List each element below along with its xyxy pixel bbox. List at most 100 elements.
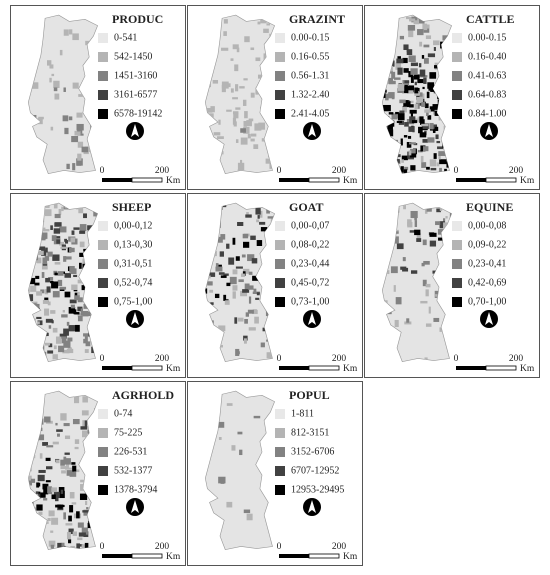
region [219, 251, 224, 257]
region [36, 250, 44, 256]
legend-label: 2.41-4.05 [291, 108, 329, 119]
region [240, 128, 246, 133]
region [443, 222, 449, 229]
region [439, 327, 444, 332]
region [64, 273, 72, 278]
region [50, 126, 54, 131]
region [260, 17, 267, 24]
region [409, 230, 415, 233]
region [410, 113, 413, 120]
region [427, 115, 432, 120]
region [422, 139, 429, 143]
region [397, 113, 405, 121]
region [224, 300, 230, 305]
region [431, 124, 437, 130]
legend-swatch [275, 240, 285, 250]
region [410, 150, 417, 158]
region [406, 49, 412, 53]
region [255, 208, 261, 215]
region [46, 286, 51, 293]
region [245, 312, 249, 317]
map-panel: EQUINE 0,00-0,08 0,09-0,22 0,23-0,41 0,42-0,… [364, 193, 540, 378]
region [404, 85, 408, 91]
region [72, 33, 79, 41]
region [430, 86, 436, 92]
region [223, 31, 227, 36]
region [83, 213, 87, 219]
region [58, 505, 63, 509]
region [399, 110, 405, 114]
legend-label: 6707-12952 [291, 465, 339, 476]
legend-swatch [452, 278, 462, 288]
region [68, 528, 74, 535]
region [28, 294, 34, 302]
region [64, 238, 68, 242]
scale-bar [131, 365, 163, 371]
region [421, 262, 425, 267]
region [253, 144, 259, 149]
region [420, 155, 424, 163]
region [83, 333, 89, 337]
region [44, 289, 49, 295]
region [59, 490, 65, 499]
region [232, 269, 238, 275]
region [429, 72, 437, 79]
region [50, 544, 55, 549]
legend-label: 226-531 [114, 446, 147, 457]
legend-label: 75-225 [114, 427, 142, 438]
region [414, 74, 420, 79]
region [85, 341, 91, 347]
region [63, 340, 71, 348]
region [61, 206, 64, 212]
region [239, 449, 243, 456]
legend-label: 3161-6577 [114, 89, 157, 100]
region [65, 240, 69, 244]
region [410, 68, 418, 75]
region [80, 484, 86, 491]
region [37, 474, 45, 482]
region [263, 28, 269, 33]
region [230, 58, 234, 61]
region [64, 435, 71, 440]
region [61, 470, 66, 474]
legend-swatch [98, 297, 108, 307]
region [239, 159, 243, 167]
region [420, 300, 428, 304]
region [52, 327, 58, 333]
region [48, 510, 55, 517]
region [427, 53, 436, 58]
region [210, 106, 215, 113]
region [65, 523, 73, 526]
region [414, 90, 420, 96]
region [393, 285, 396, 292]
legend-label: 0.00-0.15 [291, 32, 329, 43]
region [394, 77, 401, 80]
region [82, 396, 88, 403]
region [209, 289, 214, 293]
legend-label: 1451-3160 [114, 70, 157, 81]
region [30, 285, 37, 292]
region [33, 257, 42, 263]
region [436, 140, 441, 144]
region [394, 319, 399, 327]
map-panel: AGRHOLD 0-74 75-225 226-531 532-1377 1378-379… [10, 381, 186, 566]
region [51, 494, 56, 500]
legend-swatch [275, 428, 285, 438]
region [417, 79, 424, 84]
region [46, 60, 52, 66]
region [207, 281, 213, 286]
region [59, 226, 67, 233]
region [73, 274, 78, 278]
region [403, 203, 406, 210]
region [266, 352, 273, 359]
region [45, 277, 51, 283]
region [242, 233, 249, 239]
legend-label: 0,23-0,44 [291, 258, 329, 269]
region [79, 241, 85, 248]
region [243, 121, 247, 127]
region [417, 29, 424, 36]
region [235, 139, 239, 143]
legend-swatch [275, 90, 285, 100]
region [438, 151, 446, 156]
region [63, 458, 71, 465]
